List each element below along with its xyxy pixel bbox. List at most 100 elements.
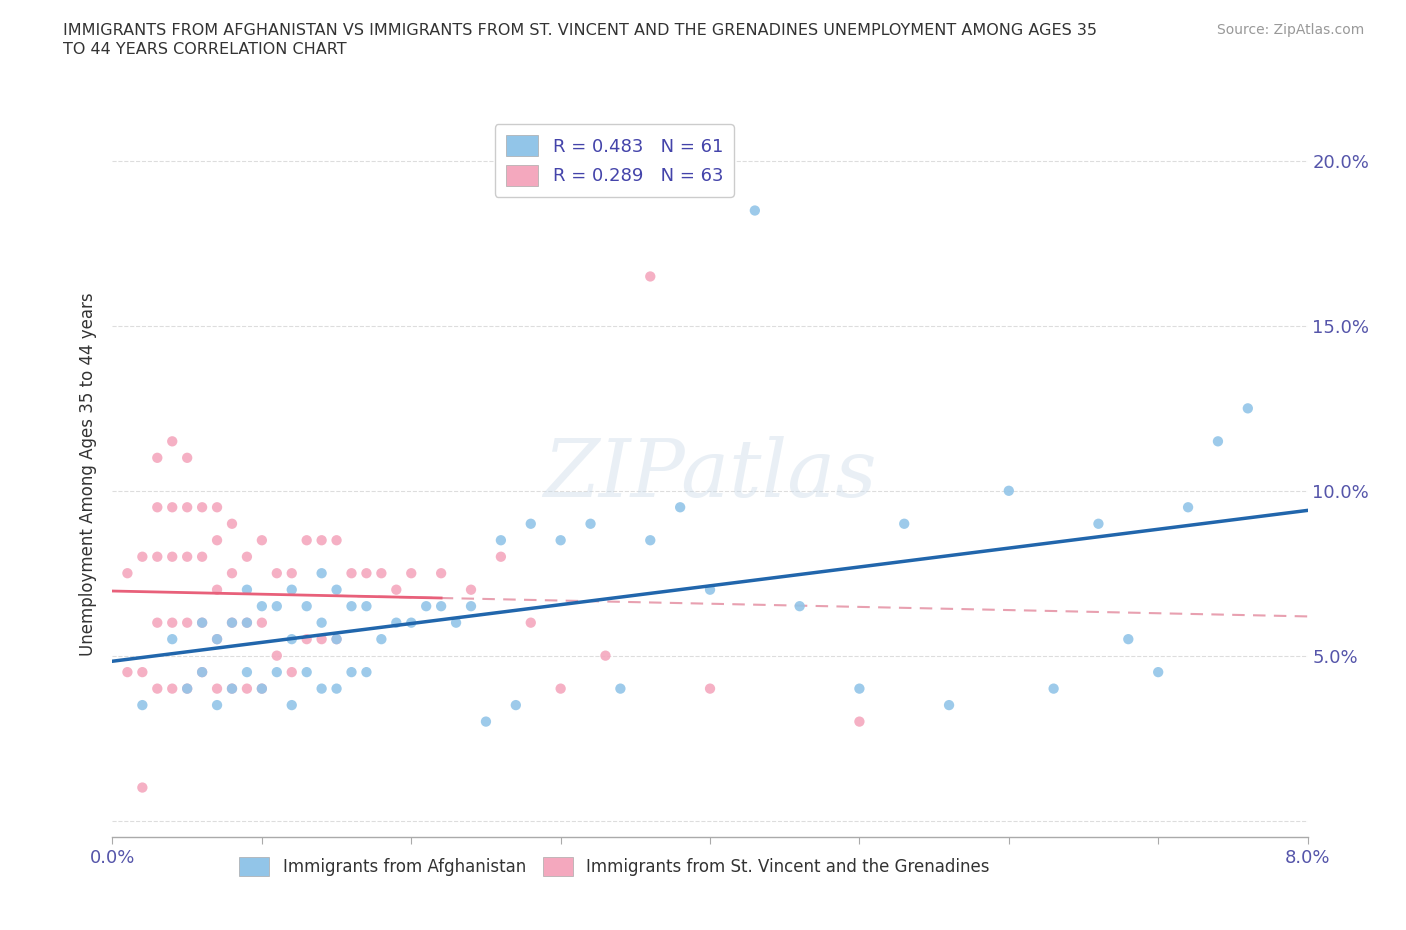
Point (848, 714, 870, 729)
Point (295, 631, 318, 646)
Point (699, 681, 721, 696)
Point (699, 582, 721, 597)
Point (146, 616, 169, 631)
Point (1206, 434, 1229, 449)
Point (191, 550, 214, 565)
Point (609, 681, 631, 696)
Point (131, 550, 153, 565)
Point (162, 616, 183, 631)
Point (131, 698, 153, 712)
Point (938, 698, 960, 712)
Point (370, 631, 392, 646)
Point (176, 550, 198, 565)
Point (205, 582, 228, 597)
Point (236, 616, 259, 631)
Point (295, 599, 318, 614)
Point (191, 616, 214, 631)
Point (325, 681, 347, 696)
Point (356, 665, 378, 680)
Point (281, 698, 304, 712)
Point (744, 203, 766, 218)
Point (370, 565, 392, 580)
Point (191, 665, 214, 680)
Point (131, 665, 153, 680)
Text: ZIPatlas: ZIPatlas (543, 435, 877, 513)
Point (176, 499, 198, 514)
Point (340, 599, 363, 614)
Point (311, 616, 333, 631)
Point (117, 665, 139, 680)
Point (146, 450, 169, 465)
Point (311, 631, 333, 646)
Point (356, 599, 378, 614)
Point (311, 533, 333, 548)
Point (236, 550, 259, 565)
Legend: Immigrants from Afghanistan, Immigrants from St. Vincent and the Grenadines: Immigrants from Afghanistan, Immigrants … (233, 851, 995, 884)
Point (281, 665, 304, 680)
Point (250, 681, 273, 696)
Point (356, 565, 378, 580)
Point (191, 616, 214, 631)
Point (176, 616, 198, 631)
Point (221, 681, 243, 696)
Point (325, 631, 347, 646)
Point (385, 616, 408, 631)
Point (221, 616, 243, 631)
Point (221, 616, 243, 631)
Point (340, 665, 363, 680)
Point (250, 616, 273, 631)
Point (669, 499, 692, 514)
Point (401, 616, 423, 631)
Point (460, 599, 482, 614)
Point (236, 582, 259, 597)
Point (1118, 631, 1140, 646)
Point (281, 582, 304, 597)
Point (236, 665, 259, 680)
Point (893, 516, 915, 531)
Point (1237, 401, 1260, 416)
Point (131, 780, 153, 795)
Point (191, 665, 214, 680)
Text: Source: ZipAtlas.com: Source: ZipAtlas.com (1216, 23, 1364, 37)
Point (205, 631, 228, 646)
Point (205, 681, 228, 696)
Point (146, 681, 169, 696)
Point (266, 665, 288, 680)
Point (430, 599, 453, 614)
Point (176, 681, 198, 696)
Point (444, 616, 467, 631)
Point (998, 484, 1021, 498)
Point (266, 565, 288, 580)
Point (595, 648, 617, 663)
Point (848, 681, 870, 696)
Point (250, 599, 273, 614)
Point (520, 616, 543, 631)
Point (1147, 665, 1170, 680)
Point (520, 516, 543, 531)
Point (505, 698, 527, 712)
Point (162, 681, 183, 696)
Point (295, 665, 318, 680)
Point (1087, 516, 1109, 531)
Point (550, 533, 572, 548)
Point (325, 533, 347, 548)
Text: TO 44 YEARS CORRELATION CHART: TO 44 YEARS CORRELATION CHART (63, 42, 347, 57)
Y-axis label: Unemployment Among Ages 35 to 44 years: Unemployment Among Ages 35 to 44 years (79, 293, 97, 656)
Point (176, 681, 198, 696)
Point (266, 648, 288, 663)
Point (640, 269, 662, 284)
Point (146, 550, 169, 565)
Point (281, 565, 304, 580)
Point (205, 698, 228, 712)
Text: IMMIGRANTS FROM AFGHANISTAN VS IMMIGRANTS FROM ST. VINCENT AND THE GRENADINES UN: IMMIGRANTS FROM AFGHANISTAN VS IMMIGRANT… (63, 23, 1097, 38)
Point (236, 681, 259, 696)
Point (789, 599, 811, 614)
Point (460, 582, 482, 597)
Point (191, 499, 214, 514)
Point (221, 565, 243, 580)
Point (295, 533, 318, 548)
Point (475, 714, 498, 729)
Point (205, 499, 228, 514)
Point (311, 565, 333, 580)
Point (162, 631, 183, 646)
